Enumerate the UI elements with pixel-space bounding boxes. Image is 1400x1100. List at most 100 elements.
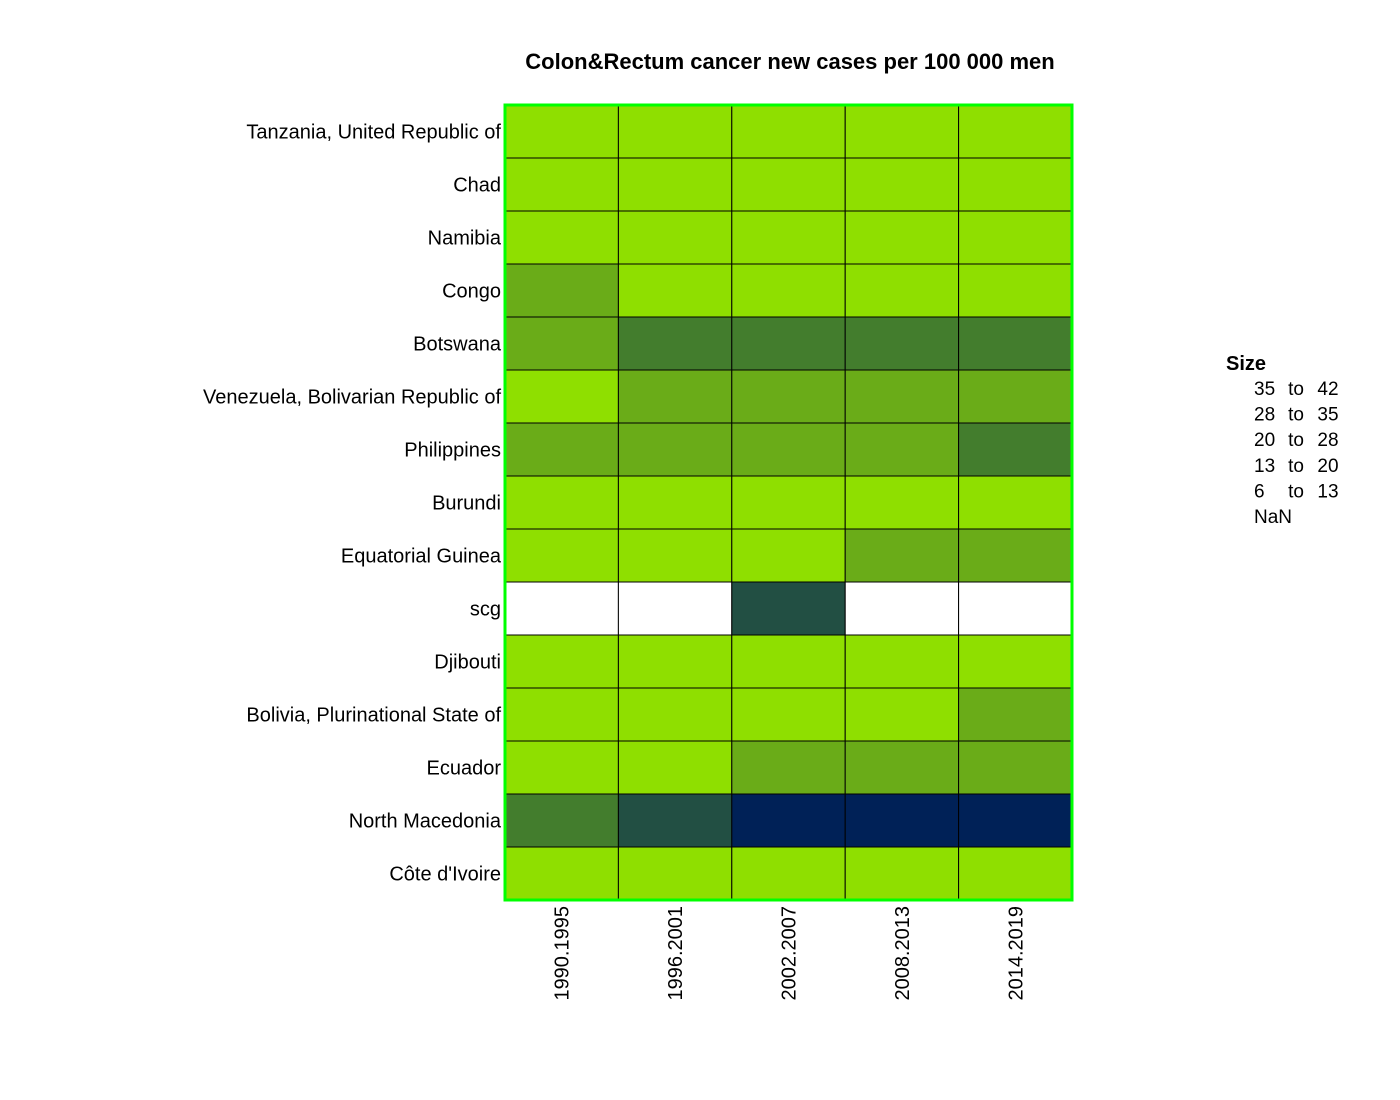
heatmap-cell	[504, 369, 619, 424]
legend-entry: 28 to 35	[1254, 405, 1339, 426]
legend-entry-text: to	[1288, 481, 1304, 502]
row-label: scg	[470, 599, 501, 621]
heatmap-cell	[844, 528, 960, 583]
legend-entry-text: 13	[1317, 481, 1338, 502]
heatmap-cell	[958, 157, 1073, 212]
heatmap-cell	[617, 687, 733, 742]
heatmap-cell	[844, 210, 960, 265]
legend-entry-text: 28	[1254, 405, 1275, 426]
heatmap-cell	[731, 581, 846, 636]
heatmap-cell	[504, 263, 619, 318]
legend-entry-text: 35	[1254, 379, 1275, 400]
legend-entry-text: NaN	[1254, 507, 1292, 528]
heatmap-cell	[504, 793, 619, 848]
chart-title: Colon&Rectum cancer new cases per 100 00…	[525, 49, 1054, 74]
heatmap-cell	[958, 687, 1073, 742]
heatmap-cell	[958, 634, 1073, 689]
heatmap-cell	[617, 210, 733, 265]
heatmap-cell	[504, 740, 619, 795]
heatmap-cell	[504, 846, 619, 901]
heatmap-cell	[844, 634, 960, 689]
heatmap-cell	[617, 157, 733, 212]
column-label: 2002.2007	[779, 906, 801, 1001]
legend-entry-text: 28	[1317, 430, 1338, 451]
heatmap-cell	[617, 475, 733, 530]
heatmap-cell	[844, 475, 960, 530]
row-label: Congo	[442, 281, 501, 303]
heatmap-cell	[617, 581, 733, 636]
heatmap-cell	[617, 422, 733, 477]
legend-entry: 35 to 42	[1254, 379, 1339, 400]
heatmap-cell	[504, 104, 619, 159]
heatmap-cell	[504, 422, 619, 477]
heatmap-cell	[958, 793, 1073, 848]
heatmap-cell	[844, 687, 960, 742]
heatmap-cell	[844, 846, 960, 901]
legend-entry-text: 13	[1254, 456, 1275, 477]
heatmap-cell	[844, 316, 960, 371]
heatmap-cell	[731, 210, 846, 265]
row-label: Botswana	[413, 334, 502, 356]
heatmap-cell	[958, 528, 1073, 583]
heatmap-cell	[504, 581, 619, 636]
heatmap-cell	[731, 687, 846, 742]
row-label: Tanzania, United Republic of	[246, 122, 501, 144]
heatmap-cell	[731, 422, 846, 477]
heatmap-cell	[958, 263, 1073, 318]
heatmap-cell	[617, 793, 733, 848]
row-label: Philippines	[404, 440, 501, 462]
row-label: Ecuador	[427, 758, 502, 780]
heatmap-cell	[504, 316, 619, 371]
column-label: 2014.2019	[1005, 906, 1027, 1001]
legend-entry-text: 20	[1254, 430, 1275, 451]
row-label: Namibia	[428, 228, 502, 250]
legend-entry: 6 to 13	[1254, 481, 1339, 502]
heatmap-cell	[731, 475, 846, 530]
heatmap-cell	[617, 104, 733, 159]
heatmap-cell	[504, 210, 619, 265]
heatmap-cell	[958, 369, 1073, 424]
heatmap-cell	[731, 316, 846, 371]
heatmap-cell	[958, 316, 1073, 371]
heatmap-cell	[844, 581, 960, 636]
heatmap-cell	[617, 369, 733, 424]
heatmap-cell	[844, 104, 960, 159]
heatmap-cell	[617, 740, 733, 795]
heatmap-cell	[617, 263, 733, 318]
legend-entry-text: to	[1288, 456, 1304, 477]
heatmap-cell	[731, 263, 846, 318]
heatmap-cell	[958, 581, 1073, 636]
legend-title: Size	[1226, 353, 1266, 375]
row-label: Burundi	[432, 493, 501, 515]
legend: Size 35 to 42 28 to 35 20 to 28 13 to 20 6 to 13 NaN	[1226, 353, 1339, 528]
legend-entry-text: to	[1288, 430, 1304, 451]
column-label: 1990.1995	[552, 906, 574, 1001]
heatmap-cell	[617, 528, 733, 583]
row-labels: Tanzania, United Republic of Chad Namibia C…	[203, 122, 502, 886]
heatmap-cell	[617, 634, 733, 689]
row-label: Bolivia, Plurinational State of	[246, 705, 501, 727]
heatmap-cell	[958, 422, 1073, 477]
row-label: Côte d'Ivoire	[389, 864, 501, 886]
row-label: Equatorial Guinea	[341, 546, 502, 568]
row-label: Djibouti	[434, 652, 501, 674]
heatmap-cell	[617, 846, 733, 901]
column-label: 2008.2013	[892, 906, 914, 1001]
heatmap-cell	[844, 263, 960, 318]
legend-entry: NaN	[1254, 507, 1292, 528]
heatmap-cell	[844, 740, 960, 795]
heatmap-cell	[844, 422, 960, 477]
legend-entry-text: 6	[1254, 481, 1265, 502]
column-label: 1996.2001	[665, 906, 687, 1001]
column-labels: 1990.1995 1996.2001 2002.2007 2008.2013 2014…	[552, 906, 1028, 1001]
legend-entry-text: 42	[1317, 379, 1338, 400]
heatmap-cell	[958, 846, 1073, 901]
heatmap-cell	[731, 793, 846, 848]
heatmap-cell	[504, 634, 619, 689]
legend-entry-text: to	[1288, 405, 1304, 426]
heatmap-cell	[504, 157, 619, 212]
row-label: Venezuela, Bolivarian Republic of	[203, 387, 501, 409]
heatmap-cell	[731, 528, 846, 583]
heatmap-cell	[731, 157, 846, 212]
